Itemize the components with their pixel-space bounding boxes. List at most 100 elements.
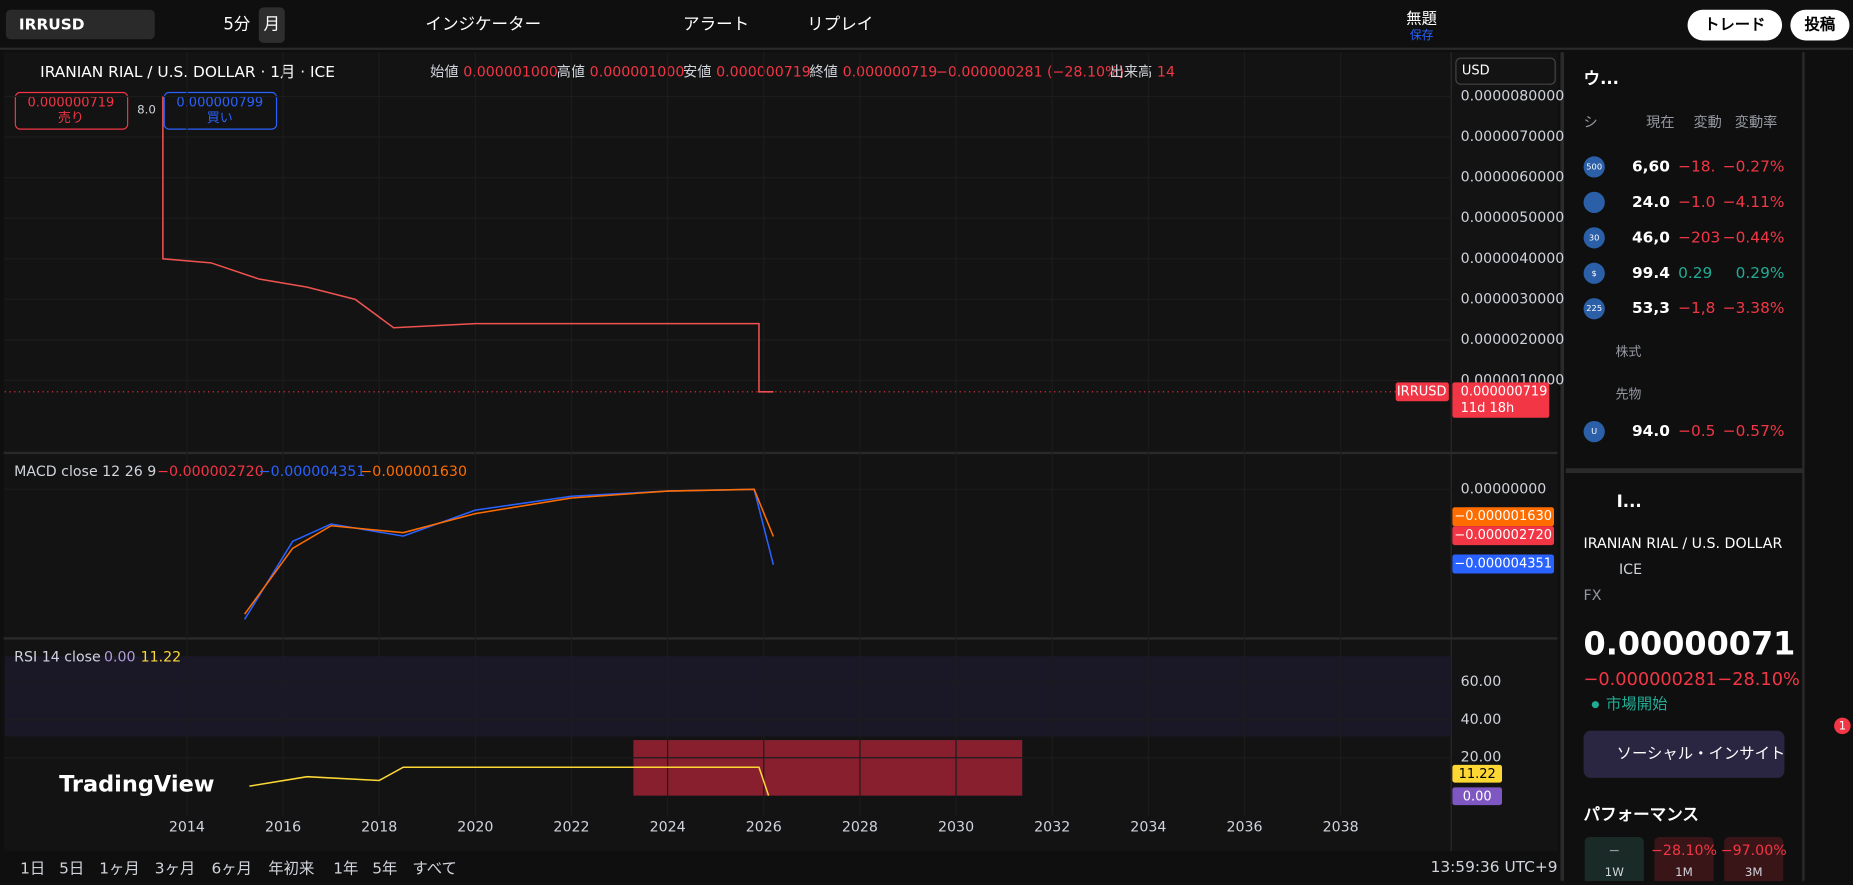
buy-label[interactable]: 買い	[207, 111, 233, 126]
symbol-tag	[1395, 382, 1449, 402]
range-button[interactable]: 1ヶ月	[99, 859, 140, 877]
rsi-ma-tag	[1452, 787, 1503, 806]
change-pct: −0.27%	[1723, 157, 1785, 175]
publish-button[interactable]: 投稿	[1805, 15, 1836, 34]
column-header: 現在	[1646, 115, 1674, 131]
x-tick-label: 2038	[1323, 820, 1359, 836]
rsi-label: RSI 14 close	[14, 649, 101, 665]
change-pct: 0.29%	[1736, 264, 1785, 282]
y-tick-label: 0.0000040000	[1461, 251, 1565, 267]
interval-button[interactable]: 5分	[223, 15, 250, 34]
perf-box	[1584, 836, 1644, 885]
x-tick-label: 2026	[746, 820, 782, 836]
exchange: ICE	[1619, 562, 1642, 578]
symbol[interactable]: IRRUSD	[19, 16, 85, 34]
x-tick-label: 2028	[842, 820, 878, 836]
perf-value: −97.00%	[1721, 843, 1787, 859]
change: −1,8	[1678, 299, 1715, 317]
signal-value: −0.000004351	[259, 464, 366, 480]
hist-value: −0.000001630	[360, 464, 467, 480]
range-button[interactable]: 1年	[333, 859, 358, 877]
sell-price[interactable]: 0.000000719	[28, 96, 115, 111]
symbol-icon	[1583, 262, 1605, 284]
ohlc-value: 始値	[430, 64, 458, 80]
macd-tag: −0.000002720	[1454, 528, 1552, 543]
range-button[interactable]: 5年	[372, 859, 397, 877]
rsi-band	[4, 656, 1452, 737]
section[interactable]: 先物	[1615, 388, 1641, 403]
change-pct: −4.11%	[1723, 193, 1785, 211]
symbol-icon: 30	[1589, 232, 1600, 242]
y-tick-label: 0.0000020000	[1461, 332, 1565, 348]
change-pct: −0.57%	[1723, 422, 1785, 440]
alert-button[interactable]: アラート	[683, 15, 749, 34]
publish-button	[1790, 9, 1850, 41]
x-tick-label: 2024	[650, 820, 686, 836]
section[interactable]: 株式	[1615, 345, 1641, 360]
last-price: 24.0	[1632, 193, 1670, 211]
status-dot	[1591, 701, 1599, 709]
sell-label[interactable]: 売り	[58, 110, 84, 126]
ohlc-value: 0.000001000	[463, 64, 558, 80]
rsi-tag	[1452, 764, 1503, 783]
x-tick-label: 2016	[265, 820, 301, 836]
ohlc-value: 終値	[810, 64, 838, 80]
interval-button[interactable]: 月	[264, 15, 281, 34]
y-tick-label: 0.0000070000	[1461, 129, 1565, 145]
layout-name[interactable]: 無題	[1406, 10, 1437, 28]
perf-value: −28.10%	[1651, 843, 1717, 859]
range-button[interactable]: 年初来	[268, 859, 314, 877]
change-pct: −0.44%	[1723, 228, 1785, 246]
ohlc-value: 0.000000719	[843, 64, 938, 80]
ohlc-value: 安値	[683, 64, 711, 80]
status: 市場開始	[1606, 695, 1667, 713]
change: −18.	[1678, 157, 1715, 175]
change: −203	[1678, 228, 1720, 246]
detail-name: IRANIAN RIAL / U.S. DOLLAR	[1584, 536, 1783, 552]
rsi-ma-tag: 0.00	[1463, 789, 1492, 804]
detail-symbol: I...	[1617, 492, 1642, 511]
perf-period: 3M	[1745, 865, 1763, 879]
indicators-button[interactable]: インジケーター	[425, 15, 541, 34]
symbol-icon	[1583, 421, 1605, 443]
macd-tag	[1452, 554, 1555, 574]
buy-price[interactable]: 0.000000799	[176, 96, 263, 111]
column-header: 変動	[1693, 114, 1721, 131]
spread: 8.0	[137, 103, 156, 117]
range-button[interactable]: すべて	[412, 859, 456, 877]
currency[interactable]: USD	[1462, 64, 1490, 79]
last-price: 99.4	[1632, 264, 1670, 282]
change: −1.0	[1678, 193, 1715, 211]
insights-button[interactable]: ソーシャル・インサイト	[1617, 745, 1786, 763]
replay-button[interactable]: リプレイ	[807, 15, 873, 34]
column-header: シ	[1584, 115, 1598, 131]
y-tick-label: 40.00	[1461, 712, 1502, 728]
symbol-icon: 225	[1586, 303, 1602, 313]
range-button[interactable]: 3ヶ月	[155, 859, 195, 877]
x-tick-label: 2020	[457, 820, 493, 836]
y-tick-label: 0.0000030000	[1461, 291, 1565, 307]
ohlc-value: 出来高	[1110, 63, 1153, 80]
y-tick-label: 60.00	[1461, 674, 1502, 690]
detail-price: 0.00000071	[1584, 625, 1796, 663]
x-tick-label: 2018	[361, 820, 397, 836]
save-label: 保存	[1410, 28, 1434, 42]
y-tick-label: 0.0000050000	[1461, 210, 1565, 226]
range-button[interactable]: 6ヶ月	[212, 859, 252, 877]
toolbar	[0, 0, 1853, 48]
detail-change-pct: −28.10%	[1717, 670, 1799, 690]
symbol-icon: 500	[1586, 161, 1602, 171]
trade-button[interactable]: トレード	[1704, 16, 1765, 34]
perf-box	[1724, 836, 1784, 885]
range-button[interactable]: 1日	[20, 859, 45, 877]
y-tick-label: 0.00000000	[1461, 481, 1547, 497]
signal-line	[243, 488, 775, 615]
watchlist-title[interactable]: ウ...	[1584, 69, 1619, 88]
x-tick-label: 2022	[553, 820, 589, 836]
change-pct: −3.38%	[1723, 299, 1785, 317]
macd-tag: −0.000004351	[1454, 556, 1552, 571]
rsi-ma-value: 0.00	[104, 649, 136, 665]
range-button[interactable]: 5日	[59, 859, 84, 877]
symbol-icon	[1583, 298, 1605, 320]
perf-period: 1M	[1675, 865, 1693, 879]
